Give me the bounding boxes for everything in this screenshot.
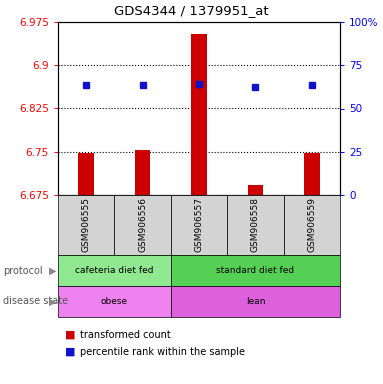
Bar — [78, 153, 94, 195]
Text: GSM906559: GSM906559 — [307, 197, 316, 253]
Text: cafeteria diet fed: cafeteria diet fed — [75, 266, 154, 275]
Text: standard diet fed: standard diet fed — [216, 266, 295, 275]
Text: GSM906558: GSM906558 — [251, 197, 260, 253]
Text: ■: ■ — [65, 347, 75, 357]
Text: GDS4344 / 1379951_at: GDS4344 / 1379951_at — [114, 4, 269, 17]
Text: obese: obese — [101, 297, 128, 306]
Text: GSM906556: GSM906556 — [138, 197, 147, 253]
Text: ■: ■ — [65, 330, 75, 340]
Text: transformed count: transformed count — [80, 330, 171, 340]
Bar — [135, 150, 151, 195]
Text: ▶: ▶ — [49, 265, 57, 275]
Text: disease state: disease state — [3, 296, 68, 306]
Text: GSM906555: GSM906555 — [82, 197, 91, 253]
Bar — [304, 153, 320, 195]
Text: ▶: ▶ — [49, 296, 57, 306]
Text: lean: lean — [246, 297, 265, 306]
Text: GSM906557: GSM906557 — [195, 197, 203, 253]
Text: percentile rank within the sample: percentile rank within the sample — [80, 347, 245, 357]
Bar — [191, 33, 207, 195]
Bar — [247, 185, 263, 195]
Text: protocol: protocol — [3, 265, 43, 275]
